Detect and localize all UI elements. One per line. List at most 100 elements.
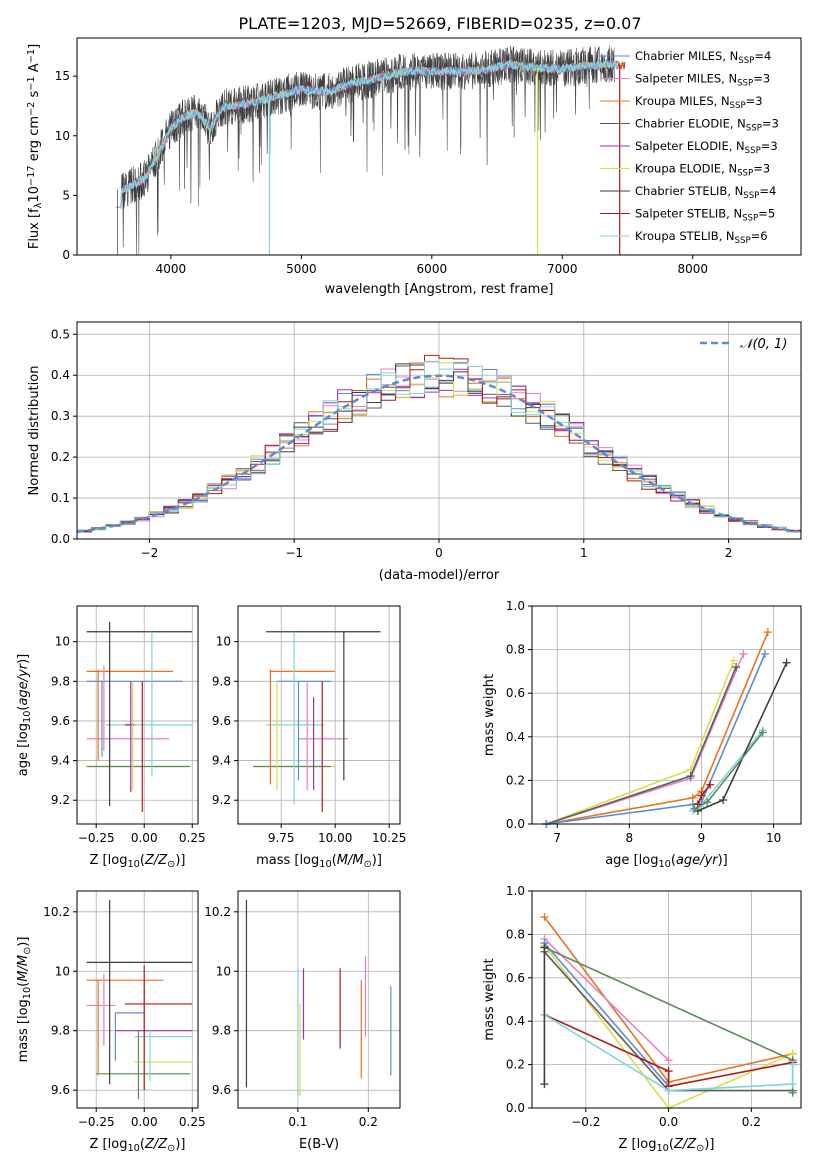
weight_vs_Z-marker-green_line bbox=[788, 1088, 797, 1097]
residuals-axes bbox=[76, 322, 801, 540]
weight_vs_Z-xlabel: Z [log10(Z/Z⊙)] bbox=[619, 1137, 715, 1154]
age_vs_Z-ytick-label: 10 bbox=[55, 635, 70, 649]
residuals-ytick-label: 0.4 bbox=[51, 368, 70, 382]
legend-label-salpeter_stelib: Salpeter STELIB, NSSP=5 bbox=[635, 207, 775, 224]
residual-hist-salpeter_elodie bbox=[77, 368, 801, 533]
weight_vs_Z-marker-salpeter_stelib bbox=[664, 1067, 673, 1076]
spectrum-ylabel: Flux [fλ10−17 erg cm−2 s−1 A−1] bbox=[26, 44, 44, 249]
legend-label-kroupa_stelib: Kroupa STELIB, NSSP=6 bbox=[635, 229, 768, 246]
residual-hist-chabrier_stelib bbox=[77, 363, 801, 532]
spectrum-xtick-label: 7000 bbox=[547, 262, 578, 276]
weight_vs_Z-line-salpeter_miles bbox=[543, 938, 670, 1061]
residuals-xtick-label: −1 bbox=[285, 546, 303, 560]
spectrum-xlabel: wavelength [Angstrom, rest frame] bbox=[325, 282, 554, 297]
weight_vs_Z-marker-kroupa_miles bbox=[540, 913, 549, 922]
mass_vs_ebv-xtick-label: 0.2 bbox=[359, 1115, 378, 1129]
age_vs_Z-xtick-label: 0.25 bbox=[179, 831, 206, 845]
mass_vs_Z-xtick-label: −0.25 bbox=[78, 1115, 115, 1129]
weight_vs_age-axes bbox=[532, 605, 801, 828]
age_vs_Z-ytick-label: 9.6 bbox=[51, 714, 70, 728]
mass_vs_ebv-ytick-label: 9.6 bbox=[212, 1083, 231, 1097]
age_vs_mass-ytick-label: 9.2 bbox=[212, 793, 231, 807]
weight_vs_age-xtick-label: 10 bbox=[766, 831, 781, 845]
weight_vs_Z-ytick-label: 1.0 bbox=[506, 884, 525, 898]
legend-label-salpeter_miles: Salpeter MILES, NSSP=3 bbox=[635, 72, 770, 89]
mass_vs_Z-axes bbox=[77, 891, 198, 1108]
age_vs_Z-ytick-label: 9.4 bbox=[51, 754, 70, 768]
age_vs_Z-frame bbox=[76, 605, 199, 825]
age_vs_mass-ytick-label: 9.6 bbox=[212, 714, 231, 728]
spectrum-line-kroupa_stelib bbox=[116, 59, 618, 208]
age_vs_mass-xtick-label: 9.75 bbox=[268, 831, 295, 845]
weight_vs_Z-xtick-label: 0.0 bbox=[659, 1115, 678, 1129]
weight_vs_age-ytick-label: 0.6 bbox=[506, 686, 525, 700]
spectrum-ytick-label: 0 bbox=[62, 248, 70, 262]
legend-label-kroupa_elodie: Kroupa ELODIE, NSSP=3 bbox=[635, 162, 770, 179]
weight_vs_Z-line-salpeter_stelib bbox=[544, 1013, 793, 1088]
spectrum-plot bbox=[116, 45, 626, 256]
mass_vs_Z-xtick-label: 0.00 bbox=[131, 1115, 158, 1129]
residuals-xtick-label: 2 bbox=[725, 546, 733, 560]
weight_vs_Z-ytick-label: 0.0 bbox=[506, 1101, 525, 1115]
spectrum-ytick-label: 10 bbox=[55, 129, 70, 143]
mass_vs_Z-frame bbox=[76, 890, 199, 1109]
age_vs_mass-xtick-label: 10.25 bbox=[372, 831, 406, 845]
weight_vs_age-frame bbox=[531, 605, 802, 825]
age_vs_mass-ytick-label: 10 bbox=[216, 635, 231, 649]
residual-hist-salpeter_stelib bbox=[77, 354, 801, 533]
weight_vs_age-marker-salpeter_stelib bbox=[697, 791, 706, 800]
weight_vs_age-ytick-label: 0.0 bbox=[506, 817, 525, 831]
weight_vs_age-line-salpeter_miles bbox=[546, 653, 745, 825]
weight_vs_age-line-chabrier_miles bbox=[546, 653, 766, 825]
weight_vs_Z-line-kroupa_stelib bbox=[543, 1014, 794, 1092]
weight_vs_Z-marker-kroupa_stelib bbox=[788, 1060, 797, 1069]
weight_vs_Z-ytick-label: 0.8 bbox=[506, 927, 525, 941]
weight_vs_Z-marker-salpeter_miles bbox=[664, 1056, 673, 1065]
legend-label-chabrier_elodie: Chabrier ELODIE, NSSP=3 bbox=[635, 117, 779, 134]
residuals-ytick-label: 0.5 bbox=[51, 327, 70, 341]
mass_vs_Z-ylabel: mass [log10(M/M⊙)] bbox=[16, 937, 33, 1063]
weight_vs_age-marker-kroupa_miles bbox=[763, 628, 772, 637]
weight_vs_Z-ylabel: mass weight bbox=[482, 958, 497, 1040]
mass_vs_ebv-xtick-label: 0.1 bbox=[288, 1115, 307, 1129]
weight_vs_age-marker-green_line bbox=[703, 798, 712, 807]
weight_vs_age-marker-chabrier_elodie bbox=[686, 772, 695, 781]
age_vs_mass-ytick-label: 9.8 bbox=[212, 674, 231, 688]
weight_vs_age-xtick-label: 8 bbox=[626, 831, 634, 845]
legend-gaussian-label: 𝒩(0, 1) bbox=[740, 337, 787, 352]
residuals-ytick-label: 0.0 bbox=[51, 532, 70, 546]
weight_vs_Z-ytick-label: 0.6 bbox=[506, 971, 525, 985]
weight_vs_age-marker-salpeter_miles bbox=[739, 649, 748, 658]
weight_vs_age-ytick-label: 0.8 bbox=[506, 643, 525, 657]
spectrum-xtick-label: 4000 bbox=[156, 262, 187, 276]
figure-title: PLATE=1203, MJD=52669, FIBERID=0235, z=0… bbox=[238, 14, 641, 33]
weight_vs_Z-marker-kroupa_stelib bbox=[788, 1080, 797, 1089]
age_vs_Z-axes bbox=[77, 606, 198, 824]
mass_vs_Z-ytick-label: 10.2 bbox=[43, 905, 70, 919]
age_vs_Z-xtick-label: −0.25 bbox=[78, 831, 115, 845]
weight_vs_age-marker-chabrier_miles bbox=[760, 649, 769, 658]
weight_vs_age-marker-green_line bbox=[690, 804, 699, 813]
weight_vs_Z-ytick-label: 0.4 bbox=[506, 1014, 525, 1028]
spectrum-line-chabrier_stelib bbox=[116, 45, 615, 248]
weight_vs_Z-axes bbox=[532, 890, 801, 1112]
weight_vs_age-marker-chabrier_elodie bbox=[732, 663, 741, 672]
mass_vs_ebv-ytick-label: 10 bbox=[216, 964, 231, 978]
weight_vs_age-ytick-label: 0.4 bbox=[506, 730, 525, 744]
mass_vs_ebv-xlabel: E(B-V) bbox=[299, 1137, 339, 1152]
weight_vs_Z-marker-chabrier_stelib bbox=[540, 1080, 549, 1089]
weight_vs_Z-xtick-label: −0.2 bbox=[571, 1115, 600, 1129]
mass_vs_Z-ytick-label: 9.6 bbox=[51, 1083, 70, 1097]
weight_vs_age-marker-green_line bbox=[758, 728, 767, 737]
weight_vs_age-line-kroupa_miles bbox=[546, 631, 769, 825]
age_vs_Z-xtick-label: 0.00 bbox=[131, 831, 158, 845]
weight_vs_Z-ytick-label: 0.2 bbox=[506, 1058, 525, 1072]
mass_vs_ebv-axes bbox=[238, 891, 400, 1108]
mass_vs_Z-xtick-label: 0.25 bbox=[179, 1115, 206, 1129]
age_vs_mass-ytick-label: 9.4 bbox=[212, 754, 231, 768]
age_vs_Z-ylabel: age [log10(age/yr)] bbox=[16, 654, 33, 777]
weight_vs_age-xlabel: age [log10(age/yr)] bbox=[605, 853, 728, 870]
legend-label-chabrier_miles: Chabrier MILES, NSSP=4 bbox=[635, 49, 771, 66]
residuals-ytick-label: 0.3 bbox=[51, 409, 70, 423]
